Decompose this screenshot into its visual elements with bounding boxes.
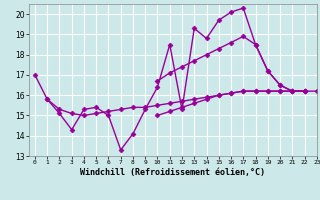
- X-axis label: Windchill (Refroidissement éolien,°C): Windchill (Refroidissement éolien,°C): [80, 168, 265, 177]
